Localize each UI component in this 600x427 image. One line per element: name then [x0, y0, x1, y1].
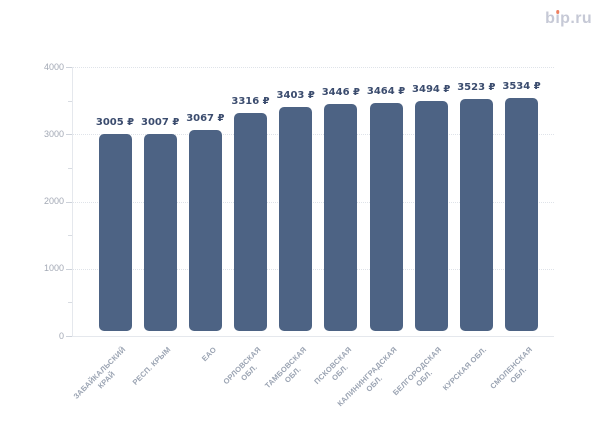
logo-i-dot-icon: [555, 10, 560, 14]
y-axis-tick-label: 0: [58, 330, 64, 341]
x-axis-category-label: ЗАБАЙКАЛЬСКИЙ КРАЙ: [72, 345, 135, 408]
bar-value-label: 3403 ₽: [276, 90, 315, 102]
x-axis-category-label: ОРЛОВСКАЯ ОБЛ.: [222, 345, 270, 393]
y-axis-tick-label: 1000: [43, 263, 64, 274]
x-axis-category-label-line: РЕСП. КРЫМ: [130, 345, 173, 387]
bar-value-label: 3316 ₽: [231, 95, 270, 107]
bar-value-label: 3007 ₽: [141, 116, 180, 128]
logo-letter-i: ı: [555, 10, 560, 28]
y-axis-minor-tick: [68, 235, 72, 237]
gridline: [73, 67, 554, 68]
x-axis-category-label: КУРСКАЯ ОБЛ.: [441, 345, 489, 393]
bar[interactable]: [505, 98, 539, 331]
y-axis-tick-label: 2000: [43, 196, 64, 206]
x-axis-category-label: РЕСП. КРЫМ: [131, 345, 173, 387]
bar[interactable]: [188, 129, 222, 331]
y-axis-tick: [66, 134, 72, 136]
bar[interactable]: [459, 99, 493, 331]
bar-value-label: 3446 ₽: [321, 87, 360, 99]
bar[interactable]: [143, 133, 177, 331]
bar-value-label: 3067 ₽: [186, 112, 225, 124]
y-axis-line: [72, 67, 73, 336]
bar[interactable]: [98, 133, 132, 331]
bip-logo[interactable]: bı p.ru: [545, 10, 592, 28]
y-axis-minor-tick: [68, 302, 72, 304]
logo-suffix: p.ru: [560, 10, 592, 27]
bar[interactable]: [324, 104, 358, 331]
bar[interactable]: [234, 112, 267, 331]
bar-value-label: 3464 ₽: [366, 86, 406, 98]
gridline: [73, 201, 554, 203]
logo-letter-b: b: [545, 10, 556, 27]
x-axis-category-label: ЕАО: [199, 345, 218, 364]
y-axis-tick: [66, 336, 72, 337]
bar-value-label: 3494 ₽: [412, 84, 451, 96]
x-axis-category-label: ТАМБОВСКАЯ ОБЛ.: [263, 345, 315, 397]
bar-value-label: 3523 ₽: [457, 82, 496, 94]
y-axis-tick: [66, 268, 72, 270]
gridline: [73, 268, 554, 270]
x-axis-line: [72, 336, 554, 337]
y-axis-tick-label: 3000: [43, 128, 64, 139]
y-axis-minor-tick: [68, 167, 72, 169]
bar[interactable]: [414, 101, 448, 331]
x-axis-category-label-line: ЕАО: [199, 345, 218, 364]
x-axis-category-label: СМОЛЕНСКАЯ ОБЛ.: [488, 345, 541, 398]
bar[interactable]: [369, 103, 403, 331]
bar[interactable]: [279, 107, 313, 331]
y-axis-minor-tick: [68, 100, 72, 102]
bar-value-label: 3005 ₽: [95, 116, 135, 128]
y-axis-tick: [66, 67, 72, 68]
gridline: [73, 134, 554, 136]
logo-letter-i-stem: ı: [555, 10, 561, 27]
y-axis-tick: [66, 201, 72, 203]
bar-value-label: 3534 ₽: [502, 81, 541, 93]
y-axis-tick-label: 4000: [43, 61, 64, 72]
x-axis-category-label-line: КУРСКАЯ ОБЛ.: [441, 345, 489, 393]
